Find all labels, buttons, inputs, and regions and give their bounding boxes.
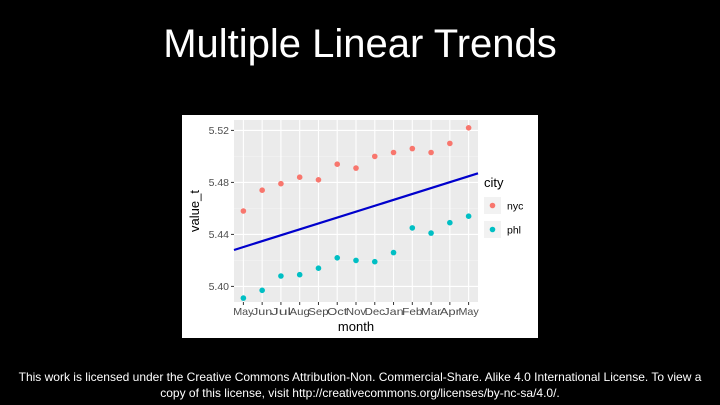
data-point-phl <box>353 257 359 264</box>
slide-title: Multiple Linear Trends <box>163 22 557 66</box>
data-point-phl <box>315 265 322 271</box>
data-point-nyc <box>409 145 416 152</box>
data-point-phl <box>465 213 472 219</box>
x-tick-label: Sep <box>308 306 328 318</box>
data-point-phl <box>447 219 453 226</box>
data-point-phl <box>259 287 265 294</box>
data-point-nyc <box>334 161 341 167</box>
x-tick-label: May <box>233 306 254 318</box>
x-tick-label: Jul <box>271 306 291 318</box>
legend-label-nyc: nyc <box>507 201 523 213</box>
y-tick-label: 5.48 <box>209 177 230 189</box>
license-text: This work is licensed under the Creative… <box>10 369 710 401</box>
license-line-2: copy of this license, visit http://creat… <box>160 386 560 400</box>
license-line-1: This work is licensed under the Creative… <box>18 370 702 384</box>
data-point-phl <box>409 225 416 231</box>
legend-key-phl <box>489 226 496 233</box>
x-tick-label: May <box>458 306 479 318</box>
y-tick-label: 5.40 <box>209 281 230 293</box>
x-tick-label: Oct <box>327 306 347 318</box>
x-tick-label: Mar <box>421 306 442 318</box>
scatter-chart: 5.405.445.485.52MayJunJulAugSepOctNovDec… <box>187 120 523 334</box>
y-axis-title: value_t <box>187 190 202 232</box>
data-point-nyc <box>428 149 434 156</box>
data-point-nyc <box>371 153 378 160</box>
data-point-nyc <box>315 177 322 183</box>
data-point-phl <box>334 255 341 261</box>
x-tick-label: Aug <box>290 306 310 318</box>
x-tick-label: Apr <box>440 306 461 318</box>
legend-label-phl: phl <box>507 225 521 237</box>
data-point-nyc <box>278 180 284 187</box>
x-tick-label: Feb <box>402 306 422 318</box>
data-point-phl <box>428 230 434 236</box>
data-point-phl <box>278 273 284 279</box>
y-tick-label: 5.52 <box>209 125 230 137</box>
trend-line <box>233 172 479 252</box>
data-point-phl <box>390 249 397 256</box>
data-point-nyc <box>259 187 265 193</box>
data-point-phl <box>240 295 247 301</box>
data-point-nyc <box>447 140 453 147</box>
legend-key-nyc <box>489 202 496 209</box>
x-tick-label: Nov <box>346 306 367 318</box>
x-tick-label: Jan <box>383 306 403 318</box>
y-tick-label: 5.44 <box>209 229 230 241</box>
chart-panel: 5.40 5.44 5.48 5.52 May Jun Jul Aug Sep Oct Nov Dec… <box>182 115 538 338</box>
data-point-nyc <box>465 125 472 131</box>
data-point-phl <box>296 271 303 278</box>
data-point-phl <box>371 258 378 265</box>
data-point-nyc <box>240 208 247 214</box>
legend-title: city <box>484 175 504 190</box>
x-tick-label: Jun <box>252 306 272 318</box>
data-point-nyc <box>296 174 303 180</box>
data-point-nyc <box>390 149 397 156</box>
data-point-nyc <box>353 165 359 171</box>
x-tick-label: Dec <box>365 306 385 318</box>
x-axis-title: month <box>338 319 374 334</box>
